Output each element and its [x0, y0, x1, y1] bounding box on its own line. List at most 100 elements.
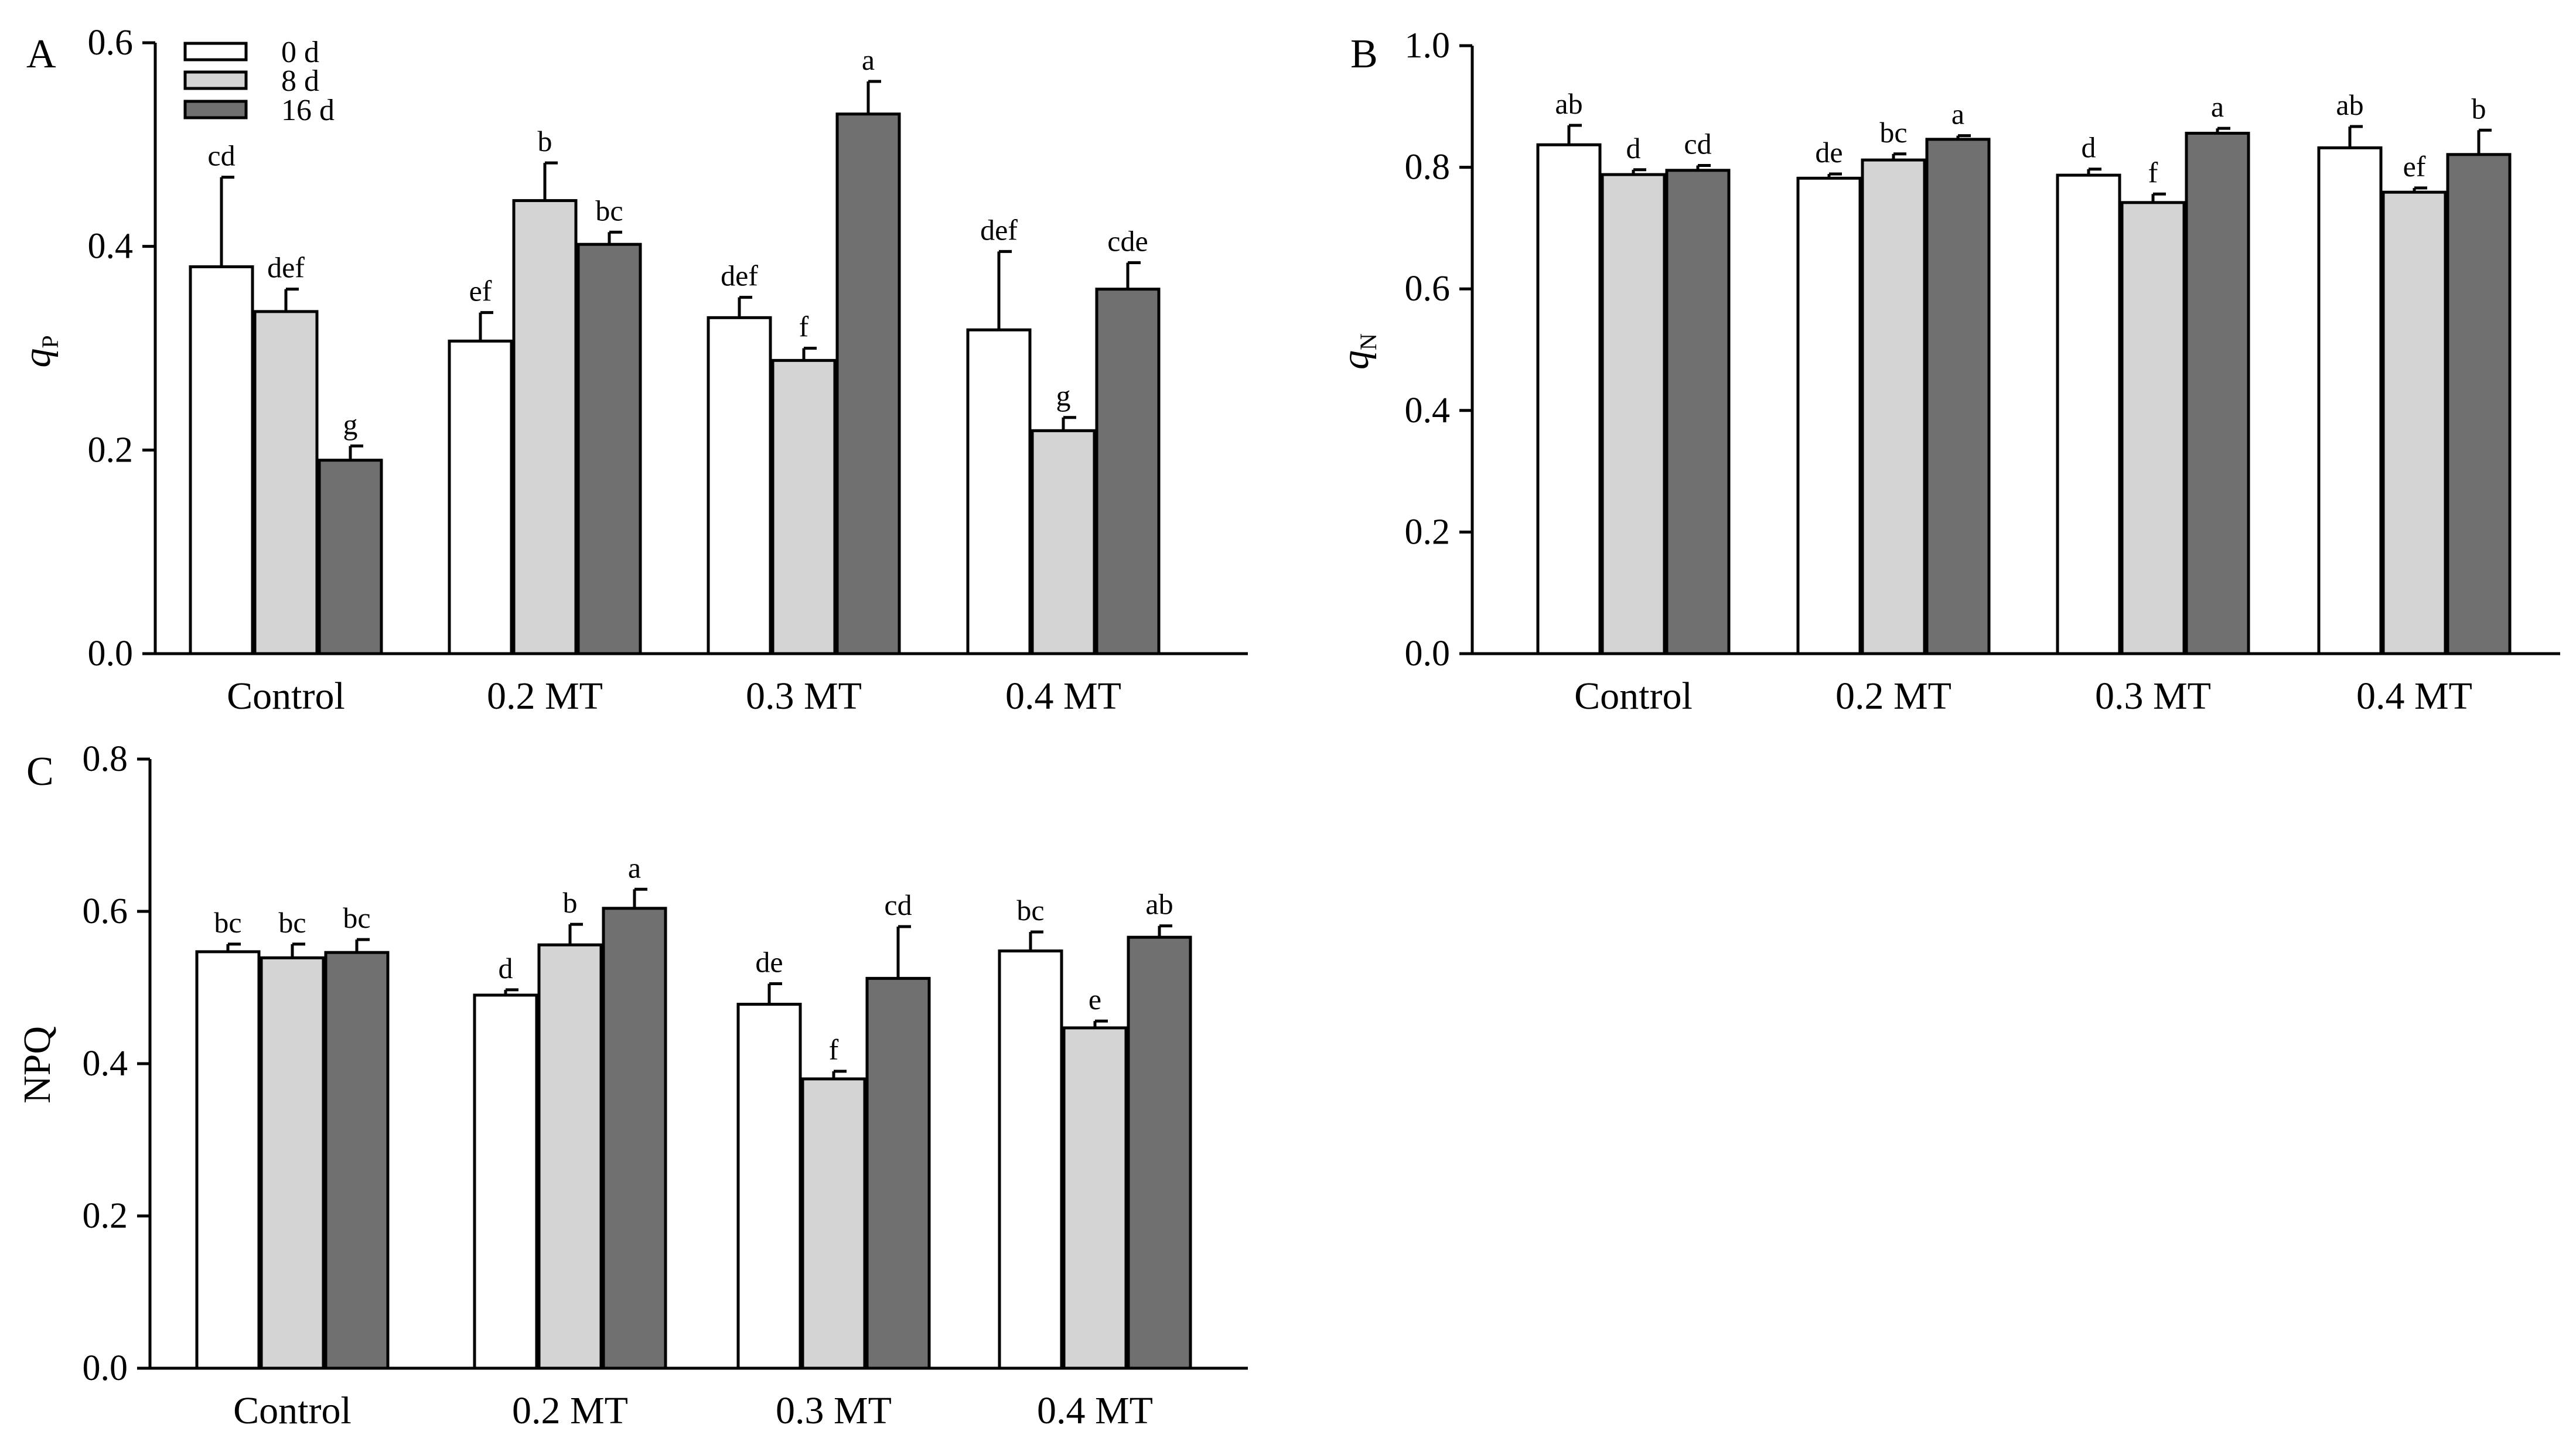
bar [602, 907, 667, 1370]
bar [1601, 173, 1666, 655]
y-axis-label-main: q [1334, 350, 1377, 370]
y-tick-label: 0.6 [1405, 269, 1451, 309]
x-category-label: Control [1574, 675, 1693, 718]
bar [1062, 1026, 1128, 1370]
bar [2120, 201, 2186, 655]
bar [998, 949, 1063, 1370]
x-category-label: 0.3 MT [746, 675, 862, 718]
bar [576, 242, 642, 655]
significance-letter: cd [1684, 127, 1711, 160]
x-category-label: 0.4 MT [1037, 1389, 1153, 1432]
y-tick-label: 0.6 [88, 23, 134, 63]
significance-letter: f [2148, 156, 2158, 189]
bar [448, 339, 513, 655]
x-category-label: 0.3 MT [2095, 675, 2211, 718]
bar [865, 976, 931, 1370]
significance-letter: ef [469, 275, 492, 308]
panel-label: B [1350, 32, 1378, 77]
legend: 0 d8 d16 d [183, 36, 335, 127]
bar [1665, 169, 1731, 655]
y-tick-label: 0.2 [1405, 512, 1451, 552]
y-tick-label: 0.8 [83, 739, 128, 779]
bar [2381, 190, 2447, 655]
bar [2446, 153, 2512, 655]
legend-label: 8 d [281, 64, 319, 98]
y-axis-label-sub: P [37, 335, 63, 348]
significance-letter: def [721, 259, 758, 292]
legend-label: 16 d [281, 94, 335, 127]
y-tick-label: 0.8 [1405, 148, 1451, 187]
bar [512, 199, 578, 655]
bar [195, 950, 261, 1370]
significance-letter: b [563, 886, 578, 919]
significance-letter: ab [1145, 888, 1173, 921]
y-axis-label-sub: N [1355, 333, 1381, 350]
y-axis-label: NPQ [16, 1026, 59, 1103]
panel-c: C NPQ bc d de bc bc b f e bc a cd ab 0.0 0.2 0.4 0.6 0.8 Co… [16, 739, 1248, 1432]
legend-swatch [183, 70, 248, 90]
y-tick-label: 0.0 [1405, 634, 1451, 674]
x-category-label: Control [233, 1389, 352, 1432]
bar [318, 459, 383, 655]
bar [1536, 143, 1602, 655]
significance-letter: def [267, 251, 305, 284]
bar [189, 265, 254, 655]
significance-letter: cde [1107, 224, 1148, 257]
significance-letter: d [1626, 132, 1641, 165]
y-tick-label: 0.6 [83, 891, 128, 931]
significance-letter: f [799, 310, 809, 343]
y-tick-label: 0.0 [88, 634, 134, 674]
bar [260, 956, 325, 1370]
significance-letter: f [829, 1033, 839, 1066]
bar [1095, 288, 1161, 655]
bar [835, 112, 901, 655]
legend-swatch [183, 100, 248, 119]
x-category-label: 0.4 MT [2356, 675, 2472, 718]
bar [1925, 138, 1991, 655]
x-category-label: 0.2 MT [512, 1389, 628, 1432]
panel-label: A [26, 32, 56, 77]
y-tick-label: 0.2 [88, 430, 134, 470]
significance-letter: bc [1879, 116, 1907, 149]
bar [473, 993, 538, 1370]
significance-letter: cd [884, 889, 912, 921]
x-category-label: Control [227, 675, 345, 718]
bar [707, 316, 772, 655]
significance-letter: def [980, 213, 1018, 246]
legend-label: 0 d [281, 36, 319, 69]
bar [537, 943, 603, 1370]
significance-letter: de [1815, 136, 1843, 169]
y-tick-label: 0.4 [83, 1044, 128, 1084]
y-axis-label: qN [1334, 333, 1381, 370]
x-category-label: 0.4 MT [1005, 675, 1121, 718]
bar [966, 328, 1032, 655]
y-tick-label: 0.0 [83, 1348, 128, 1388]
y-tick-label: 1.0 [1405, 26, 1451, 66]
y-tick-label: 0.4 [1405, 391, 1451, 430]
significance-letter: d [2082, 131, 2096, 164]
x-category-label: 0.2 MT [487, 675, 603, 718]
legend-swatch [183, 42, 248, 62]
panel-label: C [26, 749, 54, 794]
y-axis-label: qP [16, 335, 63, 367]
significance-letter: bc [343, 901, 370, 934]
significance-letter: de [755, 946, 783, 979]
significance-letter: a [862, 43, 875, 76]
significance-letter: bc [278, 906, 306, 939]
bar [1861, 158, 1926, 655]
x-category-label: 0.2 MT [1835, 675, 1951, 718]
y-tick-label: 0.2 [83, 1196, 128, 1236]
bar [253, 310, 319, 655]
significance-letter: a [628, 851, 641, 884]
significance-letter: d [499, 952, 513, 985]
bar [736, 1003, 802, 1370]
significance-letter: ef [2403, 150, 2426, 183]
significance-letter: a [2211, 90, 2224, 123]
bar [1031, 429, 1096, 655]
significance-letter: ab [1555, 87, 1582, 120]
significance-letter: bc [214, 906, 241, 939]
significance-letter: ab [2336, 88, 2363, 121]
significance-letter: a [1951, 98, 1964, 131]
